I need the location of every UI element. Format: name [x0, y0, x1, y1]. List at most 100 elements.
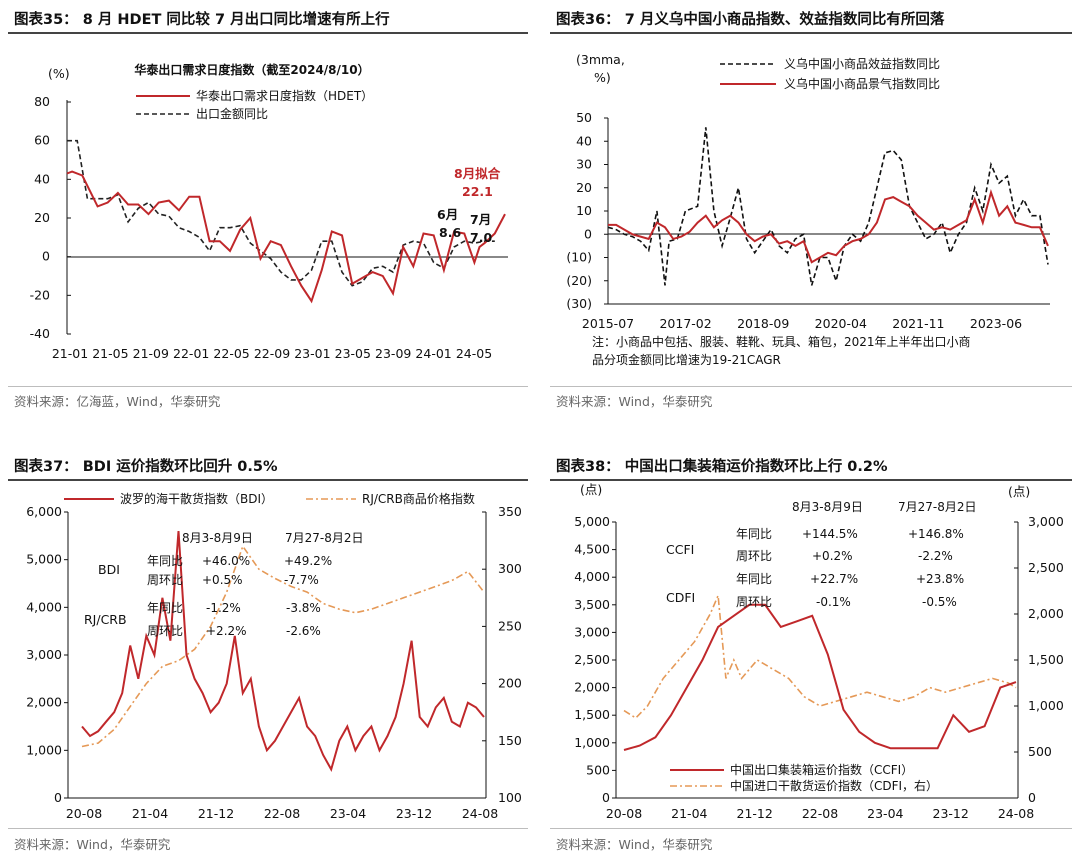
prosperity-index-line — [608, 189, 1049, 264]
stats-value: +144.5% — [802, 527, 858, 541]
legend-ccfi: 中国出口集装箱运价指数（CCFI） — [730, 762, 913, 777]
y-tick-label: 5,000 — [26, 552, 62, 567]
y-tick-label: 40 — [576, 133, 592, 148]
y-tick-label: 3,500 — [574, 597, 610, 612]
ccfi-line — [623, 603, 1017, 751]
legend-prosperity: 义乌中国小商品景气指数同比 — [784, 76, 940, 91]
source-note: 资料来源：Wind，华泰研究 — [14, 837, 171, 852]
y-tick-label: 500 — [586, 762, 610, 777]
x-axis: 20-08 21-04 21-12 22-08 23-04 23-12 24-08 — [66, 806, 498, 821]
x-axis: 2015-07 2017-02 2018-09 2020-04 2021-11 2023-… — [582, 316, 1022, 331]
aug-annotation-value: 22.1 — [462, 184, 493, 199]
y-tick-label: 5,000 — [574, 514, 610, 529]
y-tick-label: 30 — [576, 157, 592, 172]
x-axis: 21-01 21-05 21-09 22-01 22-05 22-09 23-01 23-05… — [52, 346, 492, 361]
stats-label: 年同比 — [147, 601, 183, 615]
stats-group-ccfi: CCFI — [666, 542, 694, 557]
y-tick-label: 150 — [498, 733, 522, 748]
stats-label: 年同比 — [736, 572, 772, 586]
stats-value: -2.2% — [918, 549, 953, 563]
stats-value: +2.2% — [206, 624, 247, 638]
y-tick-label: 0 — [602, 790, 610, 805]
chart-35: 华泰出口需求日度指数（截至2024/8/10） (%) 80 60 40 20 0 -20… — [30, 62, 508, 361]
y-tick-label: 4,000 — [26, 599, 62, 614]
x-axis: 20-08 21-04 21-12 22-08 23-04 23-12 24-08 — [606, 806, 1034, 821]
y-tick-label: 1,000 — [574, 735, 610, 750]
export-yoy-line — [67, 139, 495, 287]
unit-label-2: %) — [594, 70, 611, 85]
hdet-line — [66, 170, 506, 304]
chart-36-title: 图表36： 7 月义乌中国小商品指数、效益指数同比有所回落 — [556, 12, 945, 28]
y-tick-label: 200 — [498, 676, 522, 691]
x-tick-label: 23-05 — [335, 346, 371, 361]
title-rule — [8, 32, 528, 34]
y-tick-label: 40 — [34, 171, 50, 186]
y-axis: 50 40 30 20 10 0 (10) (20) (30) — [566, 110, 608, 311]
y-axis-left: 6,000 5,000 4,000 3,000 2,000 1,000 0 — [26, 504, 68, 805]
x-tick-label: 21-04 — [671, 806, 707, 821]
legend-benefit: 义乌中国小商品效益指数同比 — [784, 56, 940, 71]
chart-37-title: 图表37： BDI 运价指数环比回升 0.5% — [14, 459, 278, 475]
y-tick-label: (30) — [566, 296, 592, 311]
source-rule — [8, 386, 528, 387]
stats-value: +46.0% — [202, 554, 250, 568]
stats-value: -0.1% — [816, 595, 851, 609]
bdi-line — [81, 531, 485, 772]
y-tick-label: 350 — [498, 504, 522, 519]
stats-value: -0.5% — [922, 595, 957, 609]
stats-value: +0.5% — [202, 573, 243, 587]
x-tick-label: 22-01 — [173, 346, 209, 361]
x-tick-label: 22-05 — [213, 346, 249, 361]
y-axis-right: 3,000 2,500 2,000 1,500 1,000 500 0 — [1014, 514, 1064, 805]
series-group — [81, 531, 485, 772]
y-tick-label: (10) — [566, 250, 592, 265]
x-tick-label: 21-05 — [92, 346, 128, 361]
cdfi-line — [623, 595, 1017, 720]
series-group — [607, 127, 1049, 286]
stats-header-2: 7月27-8月2日 — [898, 500, 977, 514]
stats-header-1: 8月3-8月9日 — [792, 500, 863, 514]
note-line-1: 注：小商品中包括、服装、鞋靴、玩具、箱包，2021年上半年出口小商 — [592, 334, 971, 349]
legend-export: 出口金额同比 — [196, 106, 268, 121]
x-tick-label: 20-08 — [606, 806, 642, 821]
y-tick-label: 10 — [576, 203, 592, 218]
note-line-2: 品分项金额同比增速为19-21CAGR — [592, 352, 781, 367]
stats-header-1: 8月3-8月9日 — [182, 531, 253, 545]
x-tick-label: 21-01 — [52, 346, 88, 361]
y-tick-label: 0 — [54, 790, 62, 805]
x-tick-label: 24-05 — [456, 346, 492, 361]
title-rule — [8, 479, 528, 481]
stats-group-cdfi: CDFI — [666, 590, 695, 605]
x-tick-label: 21-09 — [133, 346, 169, 361]
y-tick-label: 1,500 — [574, 707, 610, 722]
stats-value: +146.8% — [908, 527, 964, 541]
stats-value: -2.6% — [286, 624, 321, 638]
x-tick-label: 23-04 — [867, 806, 903, 821]
y-tick-label: 300 — [498, 561, 522, 576]
y-axis: 80 60 40 20 0 -20 -40 — [30, 94, 71, 341]
y-tick-label: 0 — [584, 226, 592, 241]
legend-cdfi: 中国进口干散货运价指数（CDFI，右） — [730, 778, 938, 793]
y-tick-label: 20 — [34, 210, 50, 225]
y-tick-label: 0 — [42, 249, 50, 264]
chart-38: (点) (点) 5,000 4,500 4,000 3,500 3,000 2,500 2,… — [574, 482, 1064, 821]
stats-group-crb: RJ/CRB — [84, 612, 127, 627]
x-tick-label: 24-01 — [415, 346, 451, 361]
y-tick-label: 20 — [576, 180, 592, 195]
legend-crb: RJ/CRB商品价格指数 — [362, 491, 475, 506]
series-group — [623, 595, 1017, 751]
y-tick-label: 100 — [498, 790, 522, 805]
stats-value: +23.8% — [916, 572, 964, 586]
y-tick-label: 250 — [498, 618, 522, 633]
stats-group-bdi: BDI — [98, 562, 120, 577]
y-tick-label: 60 — [34, 133, 50, 148]
chart-36: (3mma, %) 50 40 30 20 10 0 (10) (20) (30) 2015-0… — [566, 52, 1050, 367]
chart-37: 6,000 5,000 4,000 3,000 2,000 1,000 0 350 300 25… — [26, 491, 522, 821]
source-note: 资料来源：亿海蓝，Wind，华泰研究 — [14, 394, 221, 409]
source-rule — [550, 386, 1072, 387]
chart-title: 华泰出口需求日度指数（截至2024/8/10） — [134, 62, 369, 77]
x-tick-label: 23-01 — [294, 346, 330, 361]
chart-38-title: 图表38： 中国出口集装箱运价指数环比上行 0.2% — [556, 459, 888, 475]
y-tick-label: 500 — [1028, 744, 1052, 759]
stats-value: +0.2% — [812, 549, 853, 563]
